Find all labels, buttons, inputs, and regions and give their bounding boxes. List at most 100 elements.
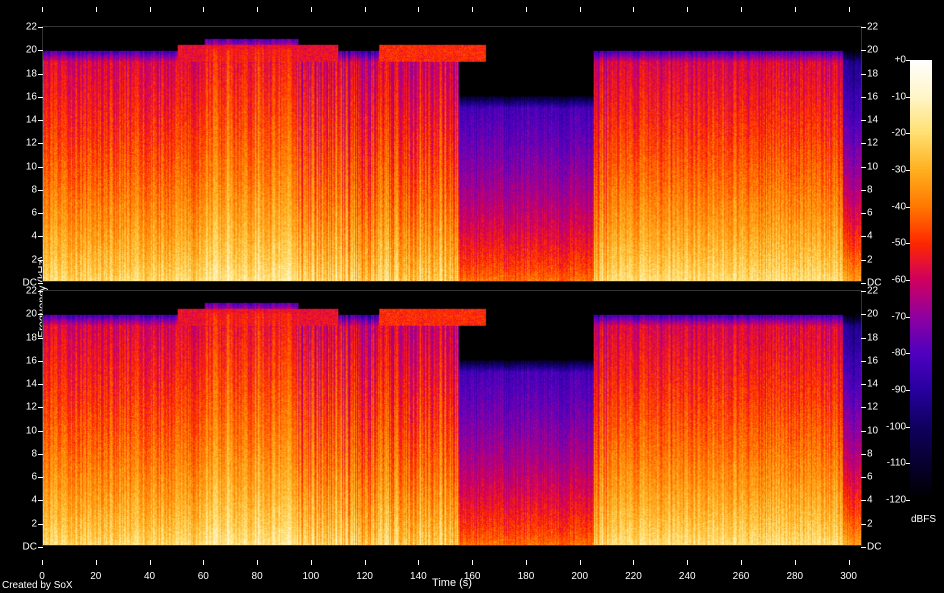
x-tick-mark — [311, 7, 312, 12]
x-tick-mark — [418, 560, 419, 565]
y-tick-label: 16 — [7, 91, 37, 102]
y-tick-mark — [38, 120, 43, 121]
y-tick-label: 2 — [867, 254, 897, 265]
colorbar-tick-mark — [906, 463, 910, 464]
y-tick-mark — [38, 338, 43, 339]
x-tick-mark — [418, 7, 419, 12]
x-tick-mark — [849, 560, 850, 565]
y-tick-label: 22 — [867, 22, 897, 33]
x-tick-mark — [795, 560, 796, 565]
x-tick-mark — [365, 560, 366, 565]
y-tick-mark — [38, 236, 43, 237]
x-tick-mark — [580, 7, 581, 12]
colorbar-tick-label: -30 — [878, 165, 906, 176]
y-tick-mark — [38, 50, 43, 51]
y-tick-mark — [38, 143, 43, 144]
x-tick-mark — [472, 7, 473, 12]
x-tick-mark — [741, 7, 742, 12]
colorbar-canvas — [910, 60, 932, 500]
y-tick-mark — [861, 314, 866, 315]
spectrogram-canvas-ch1 — [43, 291, 861, 545]
y-tick-label: 2 — [7, 254, 37, 265]
y-tick-label: 18 — [867, 332, 897, 343]
x-tick-label: 280 — [786, 0, 803, 1]
y-tick-label: 12 — [867, 138, 897, 149]
colorbar-tick-label: -100 — [878, 421, 906, 432]
x-tick-mark — [96, 7, 97, 12]
footer-credit: Created by SoX — [2, 580, 73, 591]
x-tick-label: 140 — [410, 0, 427, 1]
colorbar-tick-mark — [906, 317, 910, 318]
y-tick-label: 18 — [7, 68, 37, 79]
y-tick-label: 2 — [867, 518, 897, 529]
x-tick-mark — [150, 560, 151, 565]
y-tick-mark — [861, 120, 866, 121]
y-tick-mark — [38, 454, 43, 455]
y-tick-mark — [861, 431, 866, 432]
x-tick-mark — [795, 7, 796, 12]
y-tick-mark — [861, 477, 866, 478]
x-tick-label: 160 — [464, 0, 481, 1]
x-tick-mark — [526, 7, 527, 12]
x-tick-label: 200 — [571, 0, 588, 1]
x-tick-mark — [203, 7, 204, 12]
x-tick-mark — [96, 560, 97, 565]
x-tick-mark — [42, 7, 43, 12]
x-tick-label: 20 — [90, 0, 101, 1]
y-tick-label: 12 — [867, 402, 897, 413]
y-tick-label: 14 — [867, 115, 897, 126]
x-tick-mark — [580, 560, 581, 565]
x-tick-mark — [633, 560, 634, 565]
colorbar-tick-label: -120 — [878, 495, 906, 506]
y-tick-mark — [861, 27, 866, 28]
y-tick-mark — [861, 74, 866, 75]
y-tick-mark — [38, 167, 43, 168]
x-axis-label: Time (s) — [42, 577, 862, 589]
colorbar-tick-mark — [906, 133, 910, 134]
y-tick-label: 2 — [7, 518, 37, 529]
y-tick-mark — [38, 190, 43, 191]
x-tick-mark — [150, 7, 151, 12]
y-tick-mark — [38, 291, 43, 292]
y-tick-mark — [38, 524, 43, 525]
y-tick-label: 4 — [7, 495, 37, 506]
y-tick-mark — [861, 338, 866, 339]
colorbar-tick-label: -50 — [878, 238, 906, 249]
y-tick-mark — [861, 454, 866, 455]
y-tick-mark — [38, 97, 43, 98]
y-tick-label: 20 — [7, 45, 37, 56]
x-tick-mark — [203, 560, 204, 565]
x-tick-label: 0 — [39, 0, 45, 1]
y-tick-label: DC — [7, 542, 37, 553]
y-ticks-right-ch1: DC222468101214161820 — [861, 291, 867, 545]
y-tick-label: 14 — [7, 115, 37, 126]
colorbar-tick-mark — [906, 500, 910, 501]
y-tick-label: 8 — [7, 448, 37, 459]
y-tick-label: DC — [867, 542, 897, 553]
y-tick-label: 22 — [7, 286, 37, 297]
spectrogram-canvas-ch0 — [43, 27, 861, 281]
x-tick-mark — [687, 560, 688, 565]
y-tick-mark — [38, 547, 43, 548]
x-tick-label: 180 — [518, 0, 535, 1]
x-tick-mark — [526, 560, 527, 565]
colorbar-tick-mark — [906, 207, 910, 208]
x-tick-label: 240 — [679, 0, 696, 1]
y-tick-mark — [861, 524, 866, 525]
y-tick-mark — [38, 283, 43, 284]
colorbar-tick-mark — [906, 97, 910, 98]
y-tick-label: 10 — [7, 425, 37, 436]
colorbar-tick-label: -110 — [878, 458, 906, 469]
x-tick-label: 220 — [625, 0, 642, 1]
colorbar: +0-10-20-30-40-50-60-70-80-90-100-110-12… — [910, 60, 932, 500]
y-tick-mark — [861, 547, 866, 548]
colorbar-tick-label: -40 — [878, 201, 906, 212]
y-tick-mark — [861, 283, 866, 284]
y-tick-mark — [38, 74, 43, 75]
colorbar-tick-mark — [906, 60, 910, 61]
y-tick-mark — [38, 477, 43, 478]
y-tick-label: 14 — [7, 379, 37, 390]
x-ticks-bottom: 0204060801001201401601802002202402602803… — [42, 560, 862, 570]
y-tick-mark — [861, 213, 866, 214]
y-tick-mark — [861, 260, 866, 261]
